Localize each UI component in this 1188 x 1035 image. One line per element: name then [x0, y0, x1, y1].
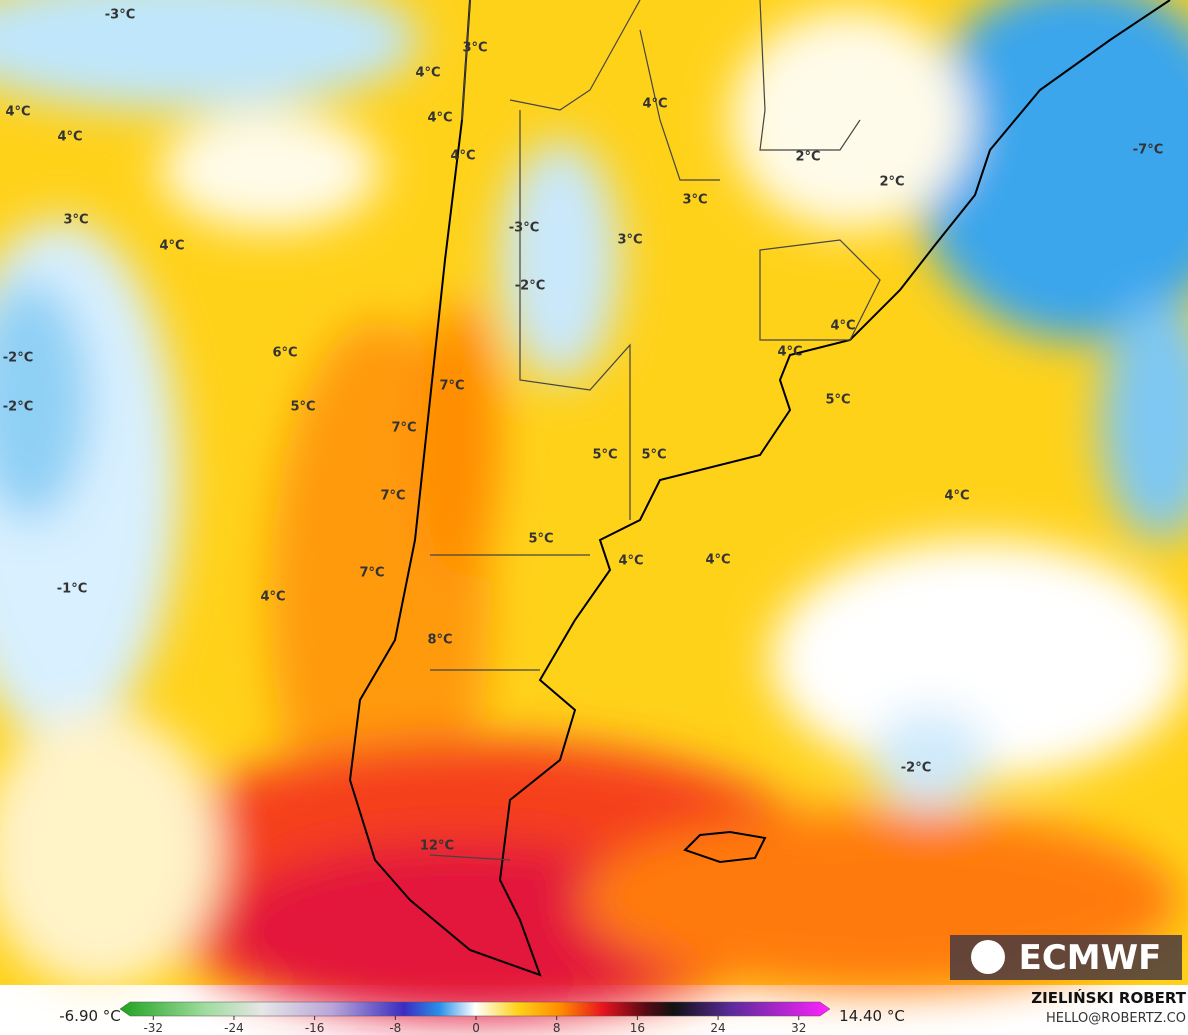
colorbar-tick-label: -8: [389, 1021, 401, 1035]
temperature-label: 4°C: [777, 345, 802, 360]
temperature-label: -2°C: [3, 351, 33, 366]
colorbar-tick-label: 32: [791, 1021, 806, 1035]
temperature-label: 4°C: [450, 149, 475, 164]
colorbar-tick-label: 0: [472, 1021, 480, 1035]
temperature-label: 4°C: [427, 111, 452, 126]
colorbar-tick-label: 16: [630, 1021, 645, 1035]
temperature-label: 3°C: [462, 41, 487, 56]
temperature-label: 4°C: [5, 105, 30, 120]
temperature-label: 7°C: [380, 489, 405, 504]
temperature-labels: -3°C 3°C 4°C 4°C 4°C 4°C 4°C 4°C 2°C 2°C -7°C 3°C 3°…: [3, 8, 1163, 854]
temperature-label: 3°C: [682, 193, 707, 208]
temperature-label: 5°C: [528, 532, 553, 547]
temperature-label: 4°C: [705, 553, 730, 568]
temperature-label: 4°C: [830, 319, 855, 334]
temperature-label: 5°C: [641, 448, 666, 463]
temperature-label: 7°C: [391, 421, 416, 436]
temperature-label: 6°C: [272, 346, 297, 361]
temperature-label: 4°C: [57, 130, 82, 145]
colorbar: [119, 1001, 831, 1017]
colorbar-max: 14.40 °C: [839, 1007, 905, 1025]
colorbar-ticks: -32 -24 -16 -8 0 8 16 24 32: [143, 1016, 806, 1035]
contact: HELLO@ROBERTZ.CO: [1046, 1011, 1186, 1026]
colorbar-min: -6.90 °C: [59, 1007, 121, 1025]
author: ZIELIŃSKI ROBERT: [1031, 988, 1186, 1007]
coastline: [348, 0, 1171, 977]
temperature-label: 2°C: [879, 175, 904, 190]
temperature-label: -2°C: [515, 279, 545, 294]
temperature-label: 12°C: [420, 839, 454, 854]
temperature-label: -3°C: [105, 8, 135, 23]
borders: [429, 0, 881, 861]
temperature-label: 2°C: [795, 150, 820, 165]
temperature-label: 4°C: [415, 66, 440, 81]
colorbar-tick-label: -32: [143, 1021, 163, 1035]
temperature-label: 5°C: [825, 393, 850, 408]
temperature-label: -2°C: [3, 400, 33, 415]
temperature-label: -2°C: [901, 761, 931, 776]
logo-text: ECMWF: [1019, 938, 1162, 978]
temperature-label: 4°C: [260, 590, 285, 605]
temperature-label: 7°C: [359, 566, 384, 581]
falkland-islands: [683, 830, 767, 864]
temperature-label: 4°C: [618, 554, 643, 569]
temperature-label: 4°C: [642, 97, 667, 112]
colorbar-tick-label: -16: [305, 1021, 325, 1035]
temperature-label: 3°C: [63, 213, 88, 228]
temperature-label: -7°C: [1133, 143, 1163, 158]
logo-icon: [971, 940, 1005, 974]
temperature-label: 4°C: [944, 489, 969, 504]
temperature-label: -3°C: [509, 221, 539, 236]
temperature-label: -1°C: [57, 582, 87, 597]
temperature-label: 5°C: [290, 400, 315, 415]
temperature-label: 8°C: [427, 633, 452, 648]
colorbar-tick-label: -24: [224, 1021, 244, 1035]
colorbar-tick-label: 24: [710, 1021, 725, 1035]
temperature-label: 5°C: [592, 448, 617, 463]
colorbar-tick-label: 8: [553, 1021, 561, 1035]
temperature-label: 3°C: [617, 233, 642, 248]
temperature-label: 7°C: [439, 379, 464, 394]
temperature-label: 4°C: [159, 239, 184, 254]
